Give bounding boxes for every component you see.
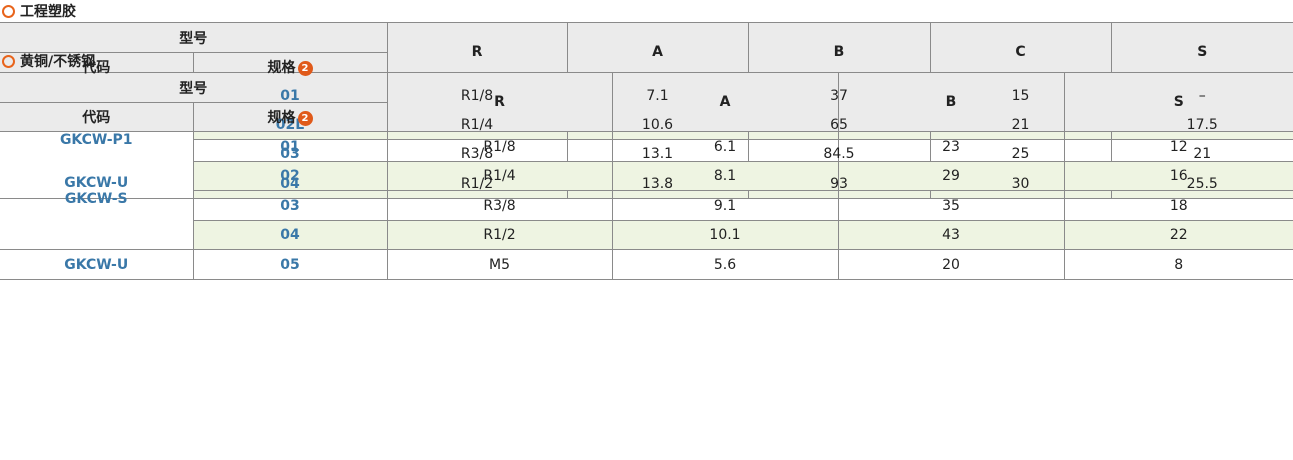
section-title: 工程塑胶 bbox=[0, 0, 1293, 22]
header-row: 型号 R A B S bbox=[0, 72, 1293, 132]
value-cell: 29 bbox=[837, 161, 1065, 191]
spec-table: 型号 R A B S 代码 规格 2 GKCW-U GKCW-S 01 R1/8 6.1 23 12 02 R1… bbox=[0, 72, 1293, 280]
code-text: GKCW-S bbox=[64, 190, 128, 207]
title-text: 工程塑胶 bbox=[20, 4, 76, 20]
badge: 2 bbox=[297, 111, 313, 126]
spec-cell: 03 bbox=[193, 190, 388, 221]
data-row: 03 R3/8 9.1 35 18 bbox=[0, 190, 1293, 221]
header-cell: 规格 2 bbox=[192, 102, 387, 132]
value-cell: 20 bbox=[837, 249, 1065, 280]
value-cell: R3/8 bbox=[386, 190, 613, 221]
section: 黄铜/不锈钢 型号 R A B S 代码 规格 2 GKCW-U GKCW-S 01 R1/8 6.1 23… bbox=[0, 50, 1293, 280]
header-row: 代码 规格 2 bbox=[0, 102, 1293, 132]
header-cell: S bbox=[1063, 72, 1293, 132]
badge: 2 bbox=[297, 61, 313, 76]
spec-cell: 01 bbox=[192, 131, 388, 162]
header-text: 规格 bbox=[267, 110, 296, 126]
value-cell: 22 bbox=[1063, 220, 1293, 250]
header-cell: B bbox=[837, 72, 1065, 132]
icon bbox=[2, 4, 15, 18]
value-cell: R1/4 bbox=[386, 161, 613, 191]
header-cell: 代码 bbox=[0, 102, 194, 132]
value-cell: 16 bbox=[1063, 161, 1293, 191]
value-cell: 18 bbox=[1063, 190, 1293, 221]
section-title: 黄铜/不锈钢 bbox=[0, 50, 1293, 72]
header-text: 规格 bbox=[267, 60, 296, 76]
data-row: 02 R1/4 8.1 29 16 bbox=[0, 161, 1293, 191]
value-cell: R1/2 bbox=[386, 220, 613, 250]
header-row: 型号 R A B C S bbox=[0, 22, 1293, 82]
code-cell: GKCW-U GKCW-S bbox=[0, 131, 194, 250]
data-row: GKCW-U 05 M5 5.6 20 8 bbox=[0, 249, 1293, 280]
value-cell: 5.6 bbox=[611, 249, 839, 280]
code-text: GKCW-U bbox=[64, 256, 129, 273]
spec-cell: 05 bbox=[192, 249, 388, 280]
header-cell: 型号 bbox=[0, 72, 388, 103]
value-cell: 10.1 bbox=[611, 220, 839, 250]
value-cell: 23 bbox=[837, 131, 1065, 162]
value-cell: 43 bbox=[837, 220, 1065, 250]
data-row: 04 R1/2 10.1 43 22 bbox=[0, 220, 1293, 250]
title-text: 黄铜/不锈钢 bbox=[20, 54, 96, 70]
code-text: GKCW-U bbox=[64, 174, 129, 191]
value-cell: 9.1 bbox=[611, 190, 839, 221]
header-cell: R bbox=[386, 72, 613, 132]
value-cell: R1/8 bbox=[386, 131, 613, 162]
code-text: GKCW-P1 bbox=[59, 132, 133, 148]
spec-cell: 04 bbox=[193, 220, 388, 250]
value-cell: 35 bbox=[837, 190, 1065, 221]
icon bbox=[2, 54, 15, 68]
code-cell: GKCW-U bbox=[0, 249, 194, 280]
value-cell: 12 bbox=[1063, 131, 1293, 162]
value-cell: 8 bbox=[1063, 249, 1293, 280]
value-cell: M5 bbox=[386, 249, 613, 280]
header-cell: 型号 bbox=[0, 22, 388, 53]
section: 工程塑胶型号RABCS代码规格2GKCW-P101R1/87.13715–02L… bbox=[0, 0, 1293, 199]
